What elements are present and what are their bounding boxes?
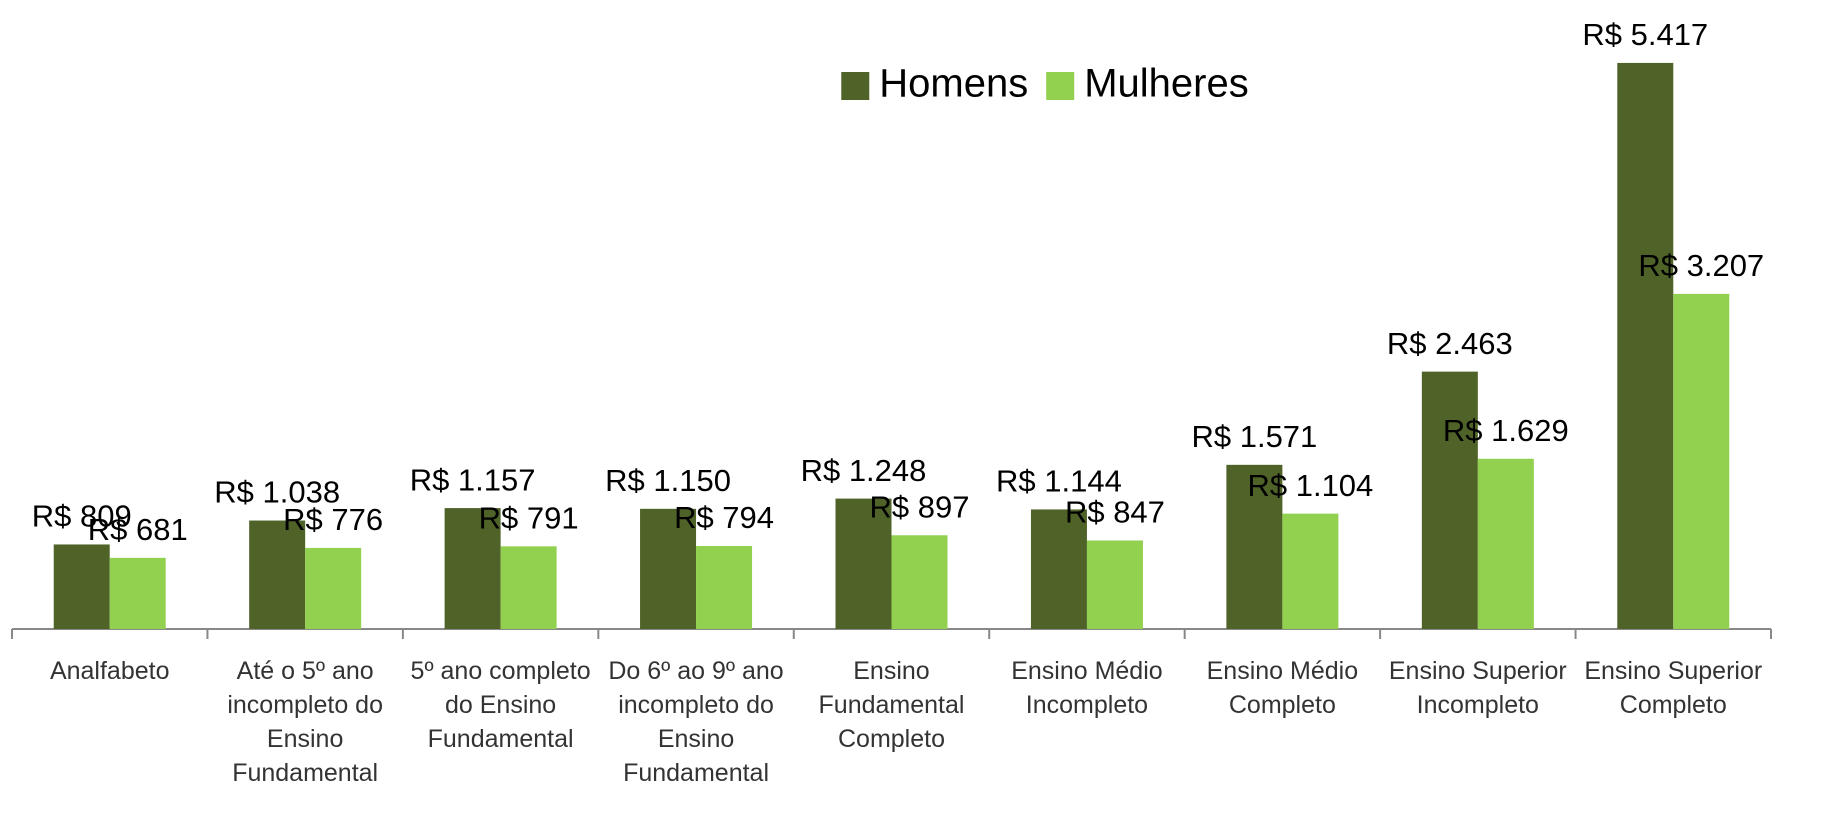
x-tick-label: Ensino Médio Completo	[1185, 654, 1380, 722]
value-label: R$ 847	[1065, 495, 1165, 530]
value-label: R$ 1.104	[1247, 468, 1373, 503]
bar	[1282, 514, 1338, 629]
bar	[892, 535, 948, 629]
x-tick-label: 5º ano completo do Ensino Fundamental	[403, 654, 598, 756]
bar	[1617, 63, 1673, 629]
x-tick-label: Até o 5º ano incompleto do Ensino Fundam…	[207, 654, 402, 790]
value-label: R$ 3.207	[1638, 248, 1764, 283]
bar	[305, 548, 361, 629]
value-label: R$ 1.150	[605, 463, 731, 498]
value-label: R$ 1.144	[996, 464, 1122, 499]
bar	[696, 546, 752, 629]
x-tick-label: Ensino Superior Completo	[1576, 654, 1771, 722]
x-tick-label: Ensino Médio Incompleto	[989, 654, 1184, 722]
legend-swatch	[1046, 72, 1074, 100]
x-tick-label: Analfabeto	[12, 654, 207, 688]
bar	[1087, 540, 1143, 629]
legend-label: Homens	[879, 62, 1028, 106]
x-tick-label: Ensino Fundamental Completo	[794, 654, 989, 756]
value-label: R$ 897	[870, 489, 970, 524]
value-label: R$ 776	[283, 502, 383, 537]
bar	[110, 558, 166, 629]
value-label: R$ 1.157	[410, 462, 536, 497]
value-label: R$ 1.629	[1443, 413, 1569, 448]
value-label: R$ 681	[88, 512, 188, 547]
bar	[1422, 372, 1478, 629]
x-tick-label: Do 6º ao 9º ano incompleto do Ensino Fun…	[598, 654, 793, 790]
value-label: R$ 5.417	[1582, 17, 1708, 52]
bar	[54, 544, 110, 629]
value-label: R$ 794	[674, 500, 774, 535]
value-label: R$ 1.571	[1191, 419, 1317, 454]
value-label: R$ 791	[479, 501, 579, 536]
legend-swatch	[841, 72, 869, 100]
bar	[501, 546, 557, 629]
chart: R$ 809R$ 681R$ 1.038R$ 776R$ 1.157R$ 791…	[0, 0, 1826, 821]
x-tick-label: Ensino Superior Incompleto	[1380, 654, 1575, 722]
legend-label: Mulheres	[1084, 62, 1249, 106]
bar	[1478, 459, 1534, 629]
bar	[1673, 294, 1729, 629]
value-label: R$ 2.463	[1387, 326, 1513, 361]
value-label: R$ 1.248	[801, 453, 927, 488]
